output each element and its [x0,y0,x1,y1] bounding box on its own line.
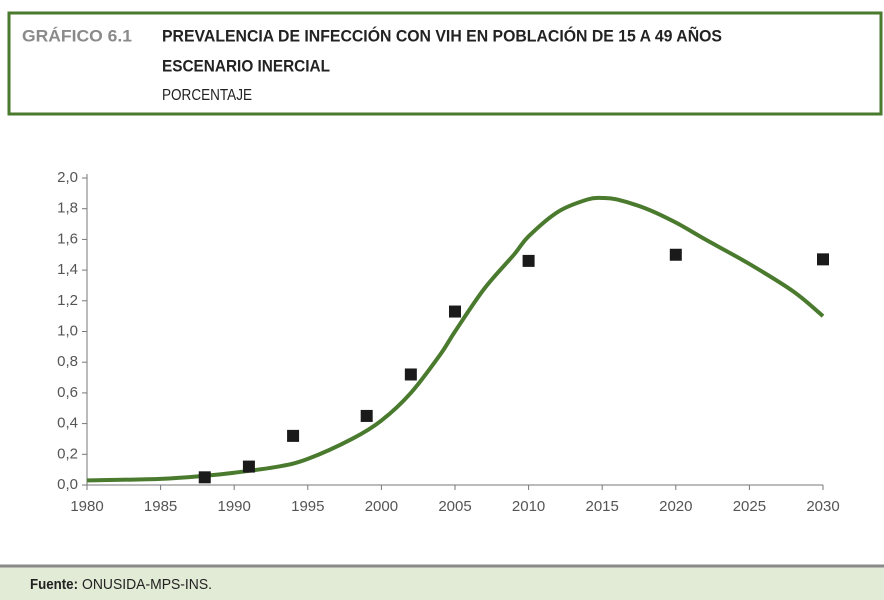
x-tick-label: 1980 [70,498,103,515]
x-tick-label: 2030 [806,498,839,515]
x-tick-label: 2020 [659,498,692,515]
data-point [404,368,417,381]
y-tick-label: 0,6 [57,384,78,401]
unit-label: PORCENTAJE [162,87,252,104]
y-tick-label: 1,2 [57,292,78,309]
x-tick-label: 1995 [291,498,324,515]
y-tick-label: 1,0 [57,322,78,339]
y-tick-label: 0,0 [57,476,78,493]
data-point [287,429,300,442]
y-tick-label: 0,4 [57,415,78,432]
x-tick-label: 2025 [733,498,766,515]
x-tick-label: 2010 [512,498,545,515]
source-text: ONUSIDA-MPS-INS. [82,576,212,593]
y-tick-label: 2,0 [57,169,78,186]
data-point [522,254,535,267]
data-point [198,471,211,484]
footer-bar [0,566,884,600]
source-label: Fuente: [30,576,78,593]
x-tick-label: 1985 [144,498,177,515]
x-tick-label: 1990 [218,498,251,515]
x-tick-label: 2005 [438,498,471,515]
data-point [449,305,461,318]
y-tick-label: 1,4 [57,261,78,278]
y-tick-label: 0,8 [57,353,78,370]
series-line [86,195,825,483]
data-point [242,460,255,473]
y-tick-label: 1,8 [57,200,78,217]
data-point [669,248,682,261]
chart-label: GRÁFICO 6.1 [22,26,132,45]
y-tick-label: 0,2 [57,445,78,462]
x-tick-label: 2015 [586,498,619,515]
chart-subtitle: ESCENARIO INERCIAL [162,56,330,75]
x-tick-label: 2000 [365,498,398,515]
data-point [360,409,373,422]
y-tick-label: 1,6 [57,230,78,247]
chart-title: PREVALENCIA DE INFECCIÓN CON VIH EN POBL… [162,25,722,45]
header-box [7,11,883,116]
data-point [817,253,829,266]
